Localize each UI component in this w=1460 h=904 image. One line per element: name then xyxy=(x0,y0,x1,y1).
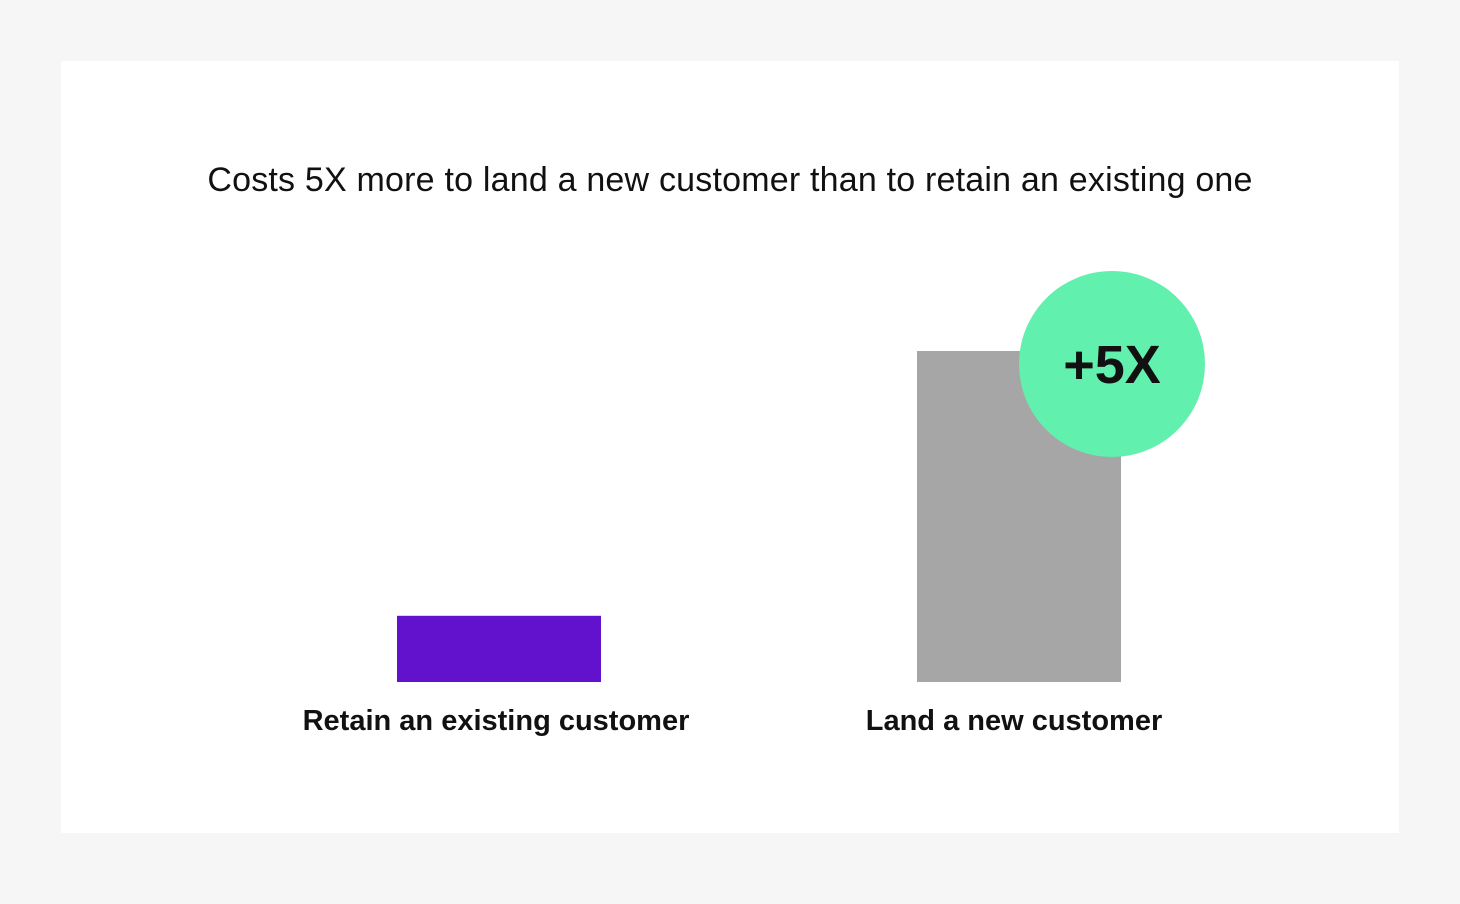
chart-card xyxy=(61,61,1399,833)
annotation-badge xyxy=(1019,271,1205,457)
category-label: Retain an existing customer xyxy=(303,705,690,737)
annotation-label: +5X xyxy=(1063,335,1161,395)
category-label: Land a new customer xyxy=(866,705,1163,737)
bar-retain xyxy=(397,615,601,682)
chart-title: Costs 5X more to land a new customer tha… xyxy=(207,161,1253,199)
